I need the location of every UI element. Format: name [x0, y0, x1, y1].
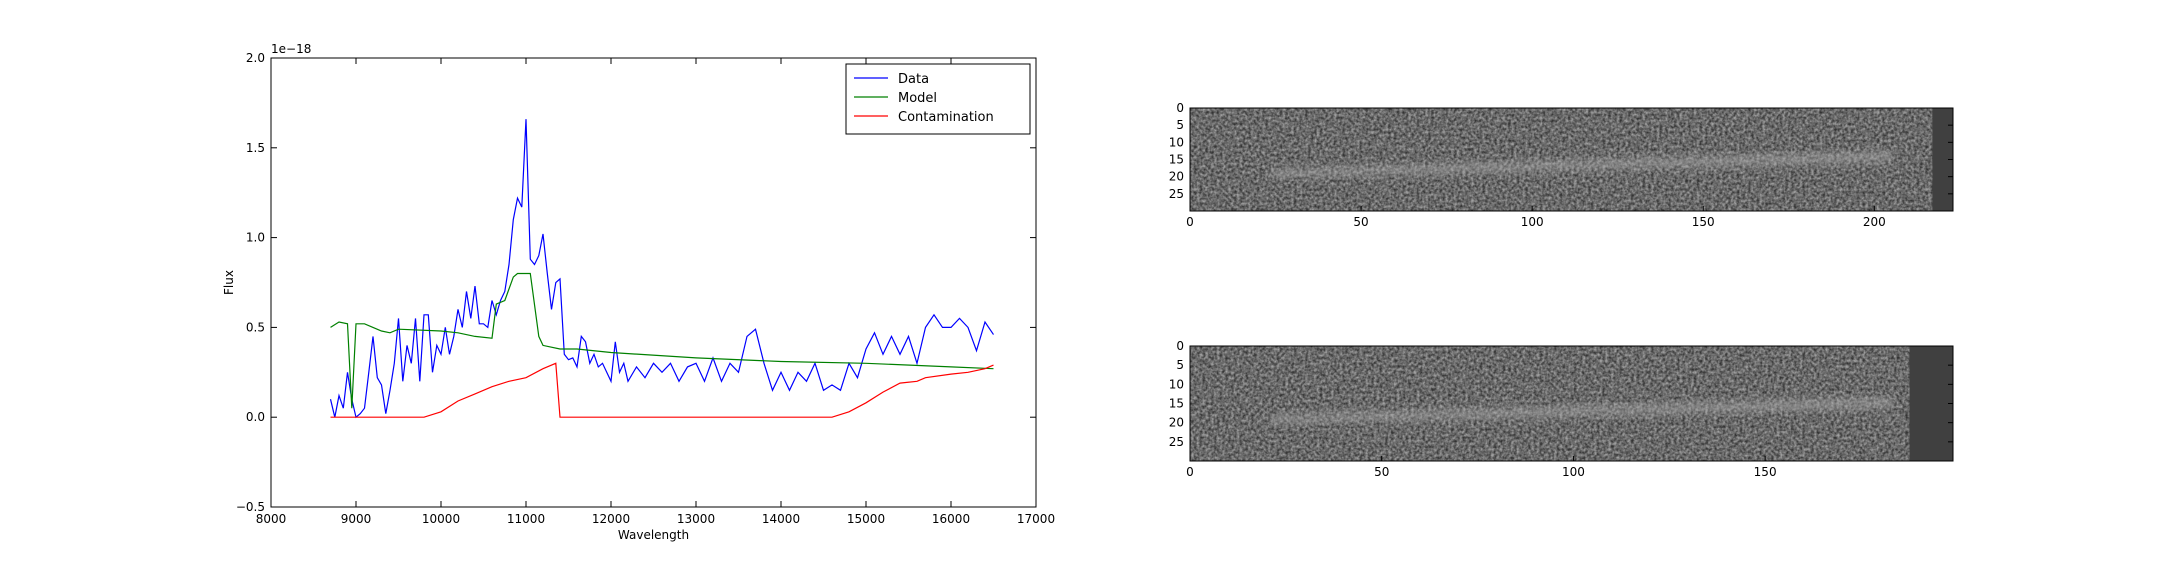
data-line	[330, 272, 994, 409]
x-tick-label: 150	[1692, 215, 1715, 229]
image-edge	[1932, 108, 1953, 211]
x-tick-label: 9000	[341, 512, 372, 526]
image-edge	[1909, 346, 1953, 461]
legend-box	[845, 63, 1031, 135]
x-tick-label: 15000	[847, 512, 885, 526]
y-tick-label: 1.5	[246, 141, 265, 155]
y-tick-label: 15	[1169, 397, 1184, 411]
y-tick-label: 0	[1176, 101, 1184, 115]
x-tick-label: 100	[1521, 215, 1544, 229]
x-tick-label: 8000	[256, 512, 287, 526]
y-tick-label: 0.5	[246, 320, 265, 334]
y-tick-label: 5	[1176, 358, 1184, 372]
x-tick-label: 50	[1353, 215, 1368, 229]
y-tick-label: 10	[1169, 377, 1184, 391]
trace	[1270, 397, 1893, 424]
x-tick-label: 0	[1186, 215, 1194, 229]
y-tick-label: 0.0	[246, 410, 265, 424]
x-axis-label: Wavelength	[618, 528, 689, 542]
x-tick-label: 16000	[932, 512, 970, 526]
y-tick-label: 20	[1169, 170, 1184, 184]
data-line	[329, 119, 994, 419]
x-tick-label: 12000	[592, 512, 630, 526]
x-tick-label: 0	[1186, 465, 1194, 479]
data-line	[330, 362, 994, 418]
x-tick-label: 17000	[1017, 512, 1055, 526]
y-tick-label: 2.0	[246, 51, 265, 65]
x-tick-label: 50	[1374, 465, 1389, 479]
y-tick-label: 10	[1169, 135, 1184, 149]
y-tick-label: −0.5	[236, 500, 265, 514]
y-tick-label: 5	[1176, 118, 1184, 132]
y-offset-label: 1e−18	[271, 42, 311, 56]
x-tick-label: 11000	[507, 512, 545, 526]
y-tick-label: 25	[1169, 435, 1184, 449]
y-tick-label: 20	[1169, 416, 1184, 430]
x-tick-label: 13000	[677, 512, 715, 526]
y-tick-label: 1.0	[246, 231, 265, 245]
trace	[1270, 151, 1893, 178]
image-panel	[1190, 346, 1953, 461]
legend-label: Contamination	[898, 110, 994, 125]
image-panel	[1190, 108, 1953, 211]
legend-label: Data	[898, 72, 929, 87]
x-tick-label: 150	[1754, 465, 1777, 479]
x-tick-label: 100	[1562, 465, 1585, 479]
y-tick-label: 15	[1169, 153, 1184, 167]
y-tick-label: 0	[1176, 339, 1184, 353]
x-tick-label: 14000	[762, 512, 800, 526]
y-tick-label: 25	[1169, 187, 1184, 201]
y-axis-label: Flux	[222, 270, 236, 295]
x-tick-label: 10000	[422, 512, 460, 526]
x-tick-label: 200	[1863, 215, 1886, 229]
legend-label: Model	[898, 91, 937, 106]
